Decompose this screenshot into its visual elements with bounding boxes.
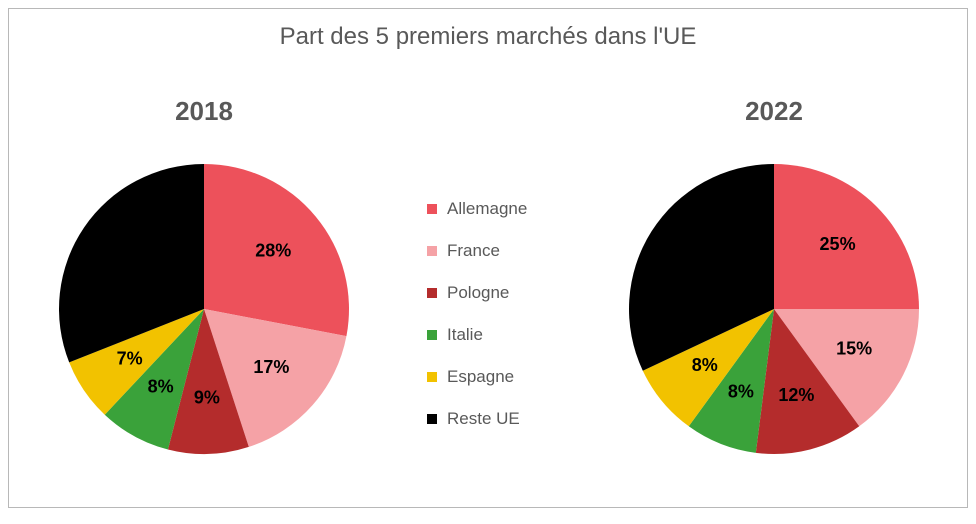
legend-item-reste-ue: Reste UE [427,409,527,429]
legend: Allemagne France Pologne Italie Espagne Reste… [427,199,527,429]
legend-label: Espagne [447,367,514,387]
slice-label-pologne: 9% [194,388,220,408]
slice-label-allemagne: 25% [820,234,856,254]
legend-item-italie: Italie [427,325,527,345]
chart-frame: Part des 5 premiers marchés dans l'UE 20… [8,8,968,508]
slice-label-espagne: 7% [117,348,143,368]
legend-label: Italie [447,325,483,345]
slice-label-italie: 8% [148,377,174,397]
slice-label-allemagne: 28% [255,240,291,260]
legend-swatch [427,414,437,424]
slice-label-reste-ue: 31% [112,247,148,267]
pie-chart-2018: 28% 17% 9% 8%7% 31% [57,162,351,456]
legend-swatch [427,246,437,256]
legend-item-allemagne: Allemagne [427,199,527,219]
slice-label-pologne: 12% [778,385,814,405]
legend-label: Allemagne [447,199,527,219]
slice-label-espagne: 8% [692,355,718,375]
slice-label-italie: 8% [728,381,754,401]
legend-label: Reste UE [447,409,520,429]
pie-chart-2022: 25% 15% 12% 8% 8% 32% [627,162,921,456]
legend-swatch [427,288,437,298]
legend-swatch [427,204,437,214]
legend-label: Pologne [447,283,509,303]
legend-swatch [427,372,437,382]
legend-label: France [447,241,500,261]
slice-label-france: 17% [253,357,289,377]
slice-label-france: 15% [836,339,872,359]
legend-item-france: France [427,241,527,261]
slice-label-reste-ue: 32% [680,250,716,270]
legend-item-pologne: Pologne [427,283,527,303]
legend-item-espagne: Espagne [427,367,527,387]
chart-title: Part des 5 premiers marchés dans l'UE [9,23,967,51]
legend-swatch [427,330,437,340]
pie-subtitle-2018: 2018 [104,96,304,127]
pie-subtitle-2022: 2022 [674,96,874,127]
